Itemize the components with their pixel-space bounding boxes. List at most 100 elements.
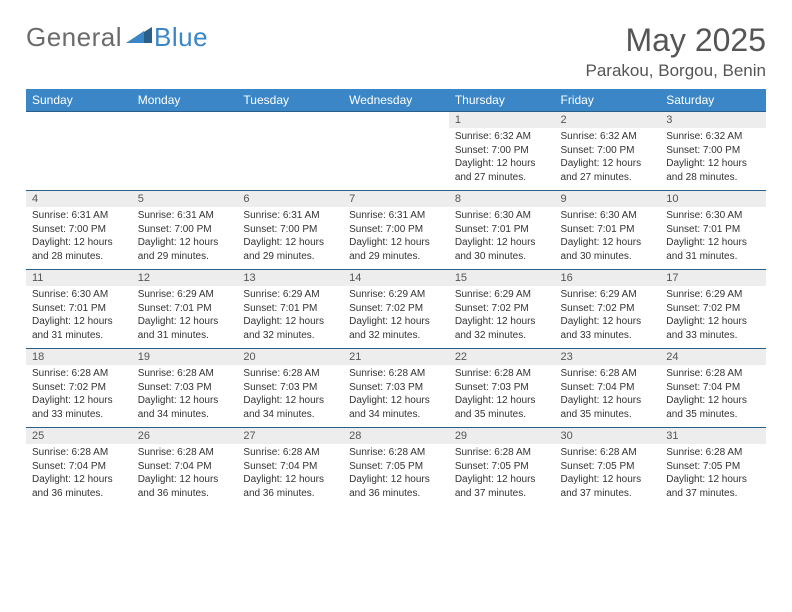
daylight-line-1: Daylight: 12 hours [243, 236, 337, 250]
sunrise-line: Sunrise: 6:30 AM [455, 209, 549, 223]
day-header: Wednesday [343, 89, 449, 112]
sunset-line: Sunset: 7:05 PM [666, 460, 760, 474]
day-number-cell: 13 [237, 270, 343, 287]
sunset-line: Sunset: 7:01 PM [32, 302, 126, 316]
sunrise-line: Sunrise: 6:28 AM [666, 367, 760, 381]
day-header: Tuesday [237, 89, 343, 112]
daylight-line-1: Daylight: 12 hours [32, 236, 126, 250]
daylight-line-2: and 34 minutes. [138, 408, 232, 422]
daylight-line-2: and 30 minutes. [455, 250, 549, 264]
sunrise-line: Sunrise: 6:28 AM [32, 367, 126, 381]
daylight-line-2: and 31 minutes. [666, 250, 760, 264]
day-detail-cell: Sunrise: 6:31 AMSunset: 7:00 PMDaylight:… [237, 207, 343, 270]
calendar-table: SundayMondayTuesdayWednesdayThursdayFrid… [26, 89, 766, 506]
sunrise-line: Sunrise: 6:28 AM [455, 367, 549, 381]
daylight-line-2: and 31 minutes. [32, 329, 126, 343]
daylight-line-1: Daylight: 12 hours [666, 236, 760, 250]
daylight-line-2: and 35 minutes. [455, 408, 549, 422]
day-number-cell: 16 [555, 270, 661, 287]
sunrise-line: Sunrise: 6:31 AM [349, 209, 443, 223]
sunrise-line: Sunrise: 6:29 AM [561, 288, 655, 302]
sunset-line: Sunset: 7:05 PM [455, 460, 549, 474]
daylight-line-1: Daylight: 12 hours [138, 394, 232, 408]
day-detail-cell: Sunrise: 6:28 AMSunset: 7:05 PMDaylight:… [555, 444, 661, 506]
sunset-line: Sunset: 7:02 PM [561, 302, 655, 316]
title-block: May 2025 Parakou, Borgou, Benin [585, 22, 766, 81]
day-detail-cell: Sunrise: 6:28 AMSunset: 7:02 PMDaylight:… [26, 365, 132, 428]
day-number-cell: 22 [449, 349, 555, 366]
day-detail-cell: Sunrise: 6:28 AMSunset: 7:03 PMDaylight:… [132, 365, 238, 428]
day-detail-cell: Sunrise: 6:28 AMSunset: 7:03 PMDaylight:… [449, 365, 555, 428]
sunset-line: Sunset: 7:05 PM [349, 460, 443, 474]
sunset-line: Sunset: 7:04 PM [138, 460, 232, 474]
daylight-line-1: Daylight: 12 hours [561, 236, 655, 250]
daylight-line-1: Daylight: 12 hours [349, 473, 443, 487]
header: General Blue May 2025 Parakou, Borgou, B… [26, 22, 766, 81]
day-number-cell: 31 [660, 428, 766, 445]
daylight-line-2: and 33 minutes. [561, 329, 655, 343]
sunset-line: Sunset: 7:02 PM [455, 302, 549, 316]
daylight-line-2: and 33 minutes. [32, 408, 126, 422]
day-number-cell: 25 [26, 428, 132, 445]
day-detail-cell: Sunrise: 6:28 AMSunset: 7:04 PMDaylight:… [26, 444, 132, 506]
sunrise-line: Sunrise: 6:28 AM [32, 446, 126, 460]
day-number-cell: 30 [555, 428, 661, 445]
day-number-cell: 29 [449, 428, 555, 445]
day-detail-cell [26, 128, 132, 191]
day-detail-cell: Sunrise: 6:30 AMSunset: 7:01 PMDaylight:… [555, 207, 661, 270]
daylight-line-1: Daylight: 12 hours [561, 473, 655, 487]
sunrise-line: Sunrise: 6:28 AM [561, 367, 655, 381]
day-detail-cell: Sunrise: 6:32 AMSunset: 7:00 PMDaylight:… [555, 128, 661, 191]
day-number-cell: 15 [449, 270, 555, 287]
daylight-line-1: Daylight: 12 hours [349, 315, 443, 329]
sunrise-line: Sunrise: 6:28 AM [138, 446, 232, 460]
day-detail-cell: Sunrise: 6:28 AMSunset: 7:05 PMDaylight:… [343, 444, 449, 506]
day-number-cell: 17 [660, 270, 766, 287]
day-header: Monday [132, 89, 238, 112]
daylight-line-1: Daylight: 12 hours [349, 236, 443, 250]
logo: General Blue [26, 22, 208, 53]
daylight-line-1: Daylight: 12 hours [138, 315, 232, 329]
day-detail-cell: Sunrise: 6:29 AMSunset: 7:02 PMDaylight:… [343, 286, 449, 349]
day-detail-cell: Sunrise: 6:28 AMSunset: 7:05 PMDaylight:… [449, 444, 555, 506]
daylight-line-2: and 32 minutes. [243, 329, 337, 343]
sunset-line: Sunset: 7:01 PM [561, 223, 655, 237]
month-title: May 2025 [585, 22, 766, 59]
daylight-line-2: and 30 minutes. [561, 250, 655, 264]
daylight-line-1: Daylight: 12 hours [455, 157, 549, 171]
daylight-line-2: and 27 minutes. [561, 171, 655, 185]
daylight-line-1: Daylight: 12 hours [455, 473, 549, 487]
sunrise-line: Sunrise: 6:28 AM [243, 367, 337, 381]
daylight-line-1: Daylight: 12 hours [455, 315, 549, 329]
sunrise-line: Sunrise: 6:28 AM [561, 446, 655, 460]
day-number-cell: 3 [660, 112, 766, 129]
day-number-cell [132, 112, 238, 129]
day-number-cell: 4 [26, 191, 132, 208]
day-detail-cell: Sunrise: 6:29 AMSunset: 7:02 PMDaylight:… [449, 286, 555, 349]
calendar-header-row: SundayMondayTuesdayWednesdayThursdayFrid… [26, 89, 766, 112]
day-number-cell: 8 [449, 191, 555, 208]
daylight-line-2: and 36 minutes. [138, 487, 232, 501]
sunrise-line: Sunrise: 6:28 AM [455, 446, 549, 460]
sunset-line: Sunset: 7:04 PM [243, 460, 337, 474]
daylight-line-1: Daylight: 12 hours [561, 157, 655, 171]
sunset-line: Sunset: 7:03 PM [138, 381, 232, 395]
day-number-cell: 28 [343, 428, 449, 445]
day-detail-cell: Sunrise: 6:30 AMSunset: 7:01 PMDaylight:… [449, 207, 555, 270]
daylight-line-1: Daylight: 12 hours [666, 157, 760, 171]
daylight-line-1: Daylight: 12 hours [243, 394, 337, 408]
sunset-line: Sunset: 7:01 PM [455, 223, 549, 237]
daylight-line-2: and 28 minutes. [666, 171, 760, 185]
day-header: Saturday [660, 89, 766, 112]
sunset-line: Sunset: 7:04 PM [32, 460, 126, 474]
location: Parakou, Borgou, Benin [585, 61, 766, 81]
day-detail-cell: Sunrise: 6:29 AMSunset: 7:02 PMDaylight:… [660, 286, 766, 349]
day-detail-cell: Sunrise: 6:29 AMSunset: 7:02 PMDaylight:… [555, 286, 661, 349]
daylight-line-1: Daylight: 12 hours [561, 394, 655, 408]
daylight-line-1: Daylight: 12 hours [32, 473, 126, 487]
day-detail-cell [237, 128, 343, 191]
day-header: Friday [555, 89, 661, 112]
day-number-cell: 18 [26, 349, 132, 366]
day-number-cell [343, 112, 449, 129]
day-number-cell: 20 [237, 349, 343, 366]
